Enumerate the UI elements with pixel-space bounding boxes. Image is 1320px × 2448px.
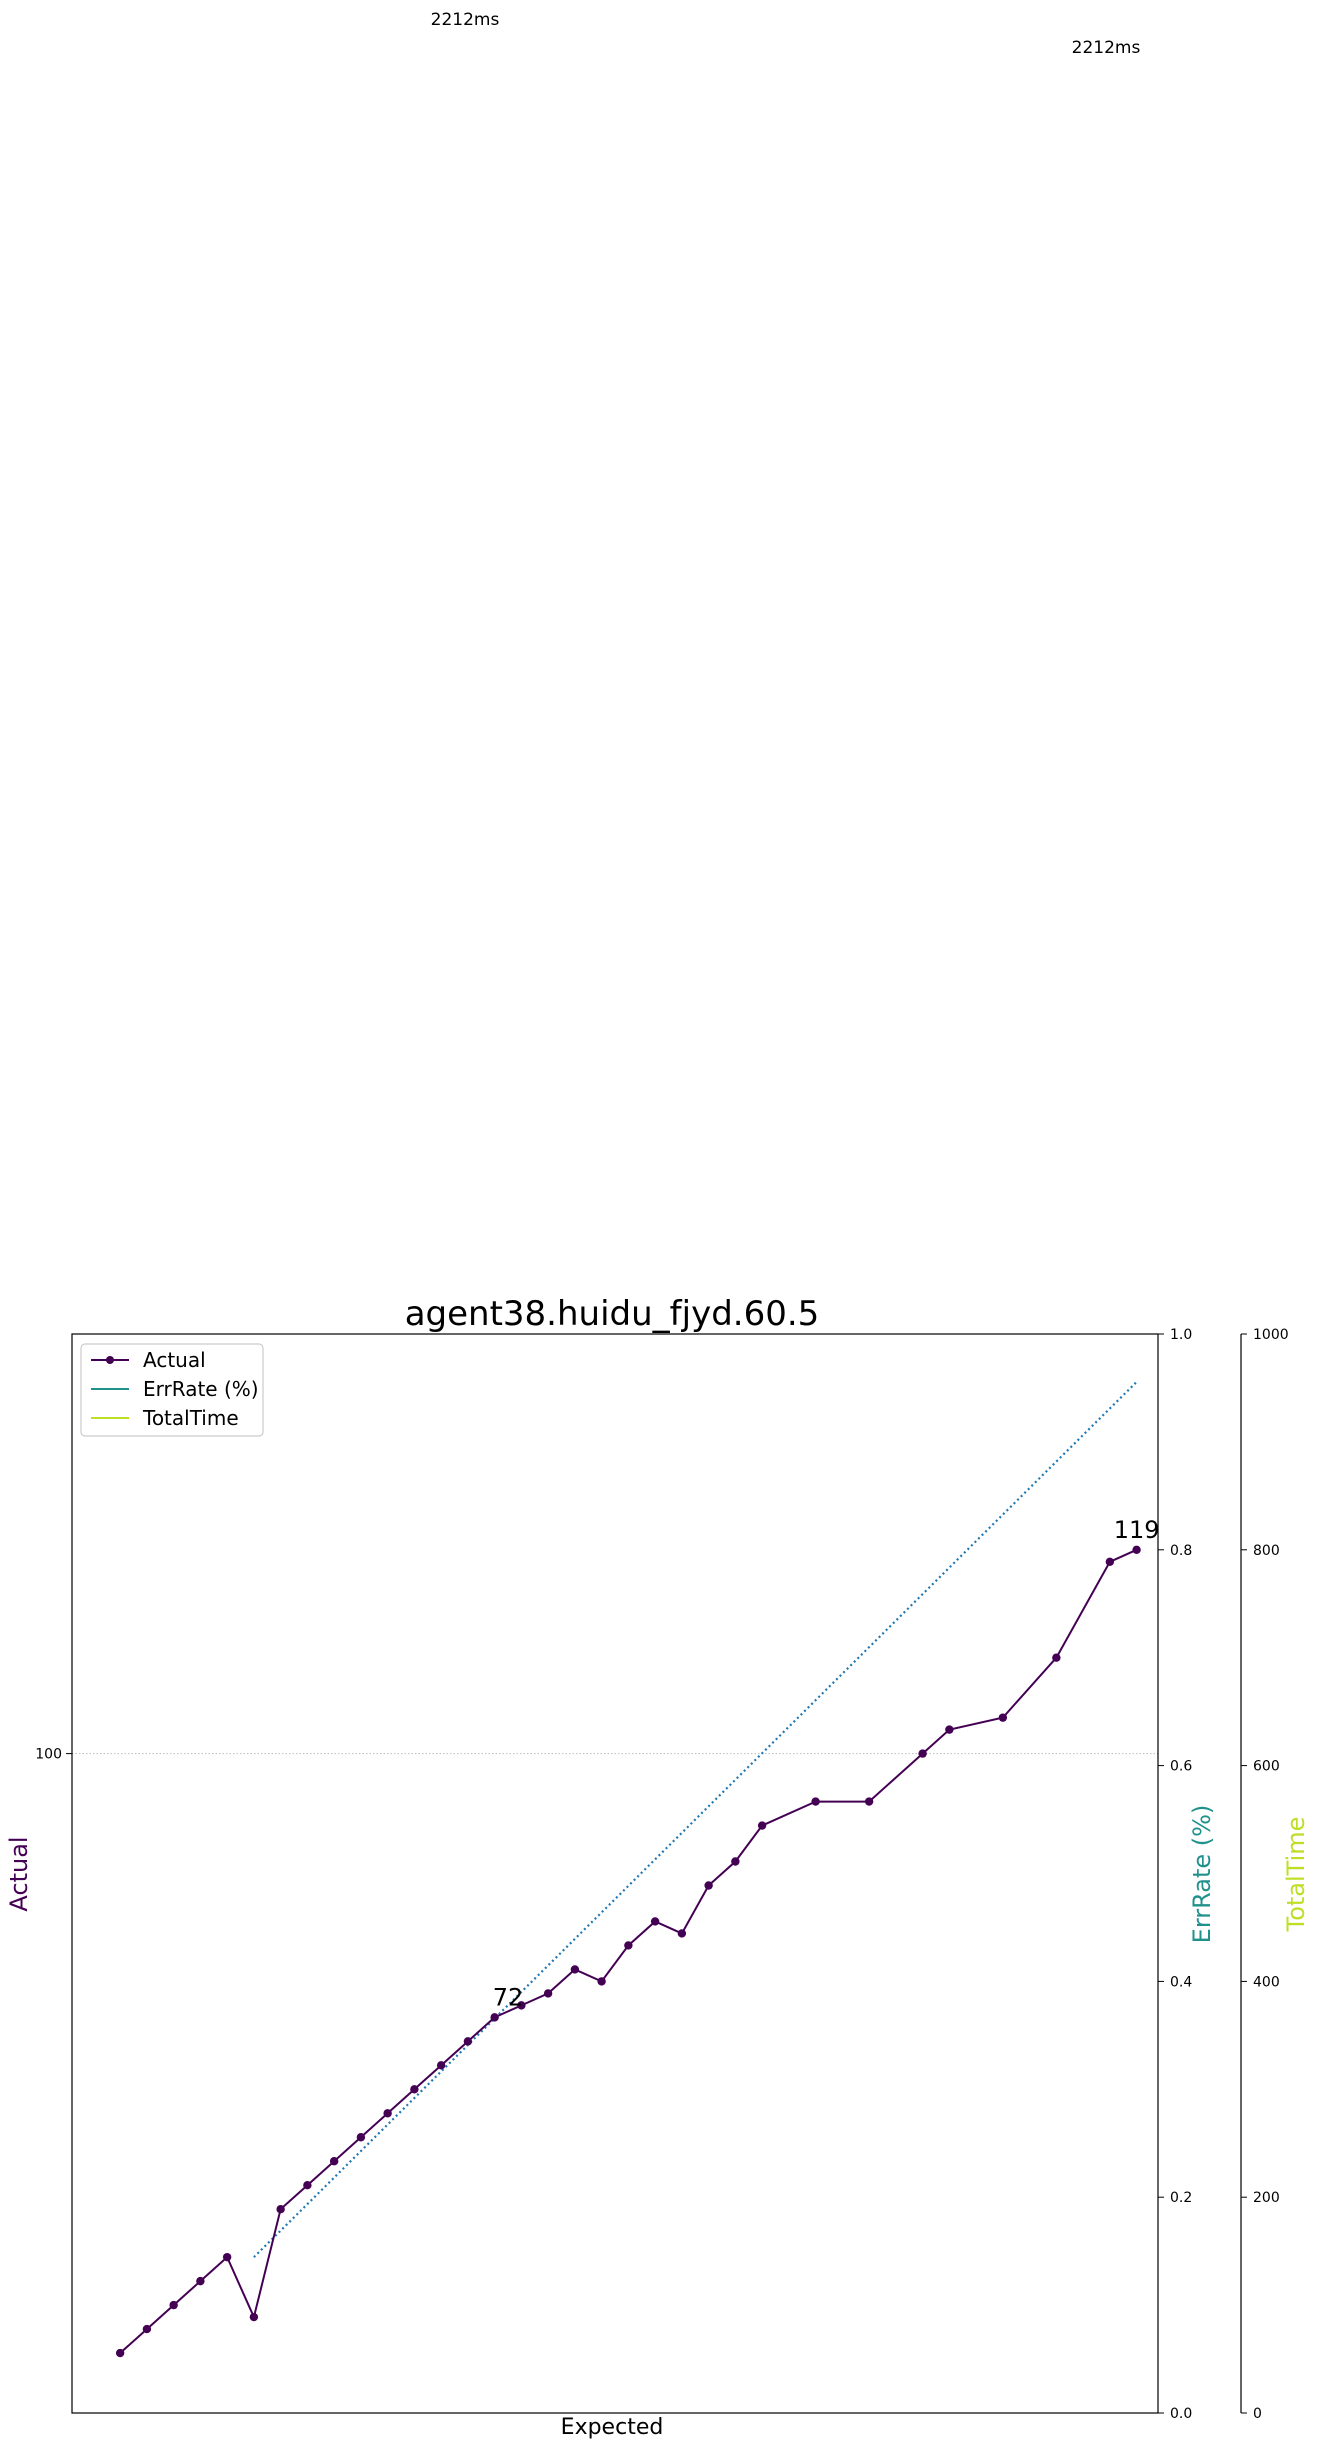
data-point-0-8 [329,2157,339,2166]
data-point-0-25 [811,1797,820,1806]
data-point-0-31 [1105,1557,1115,1566]
data-point-0-22 [704,1881,713,1890]
y-axis-label: Actual [5,1836,33,1911]
y2-tick-label-4: 0.8 [1170,1543,1192,1559]
data-point-0-24 [757,1821,767,1830]
data-point-0-10 [383,2109,392,2118]
data-point-0-16 [543,1989,553,1998]
data-point-0-17 [570,1965,580,1974]
data-point-0-2 [169,2300,178,2310]
y2-tick-label-3: 0.6 [1170,1759,1192,1775]
data-point-0-20 [650,1917,660,1926]
data-point-0-14 [490,2013,499,2022]
data-point-0-6 [276,2204,285,2214]
data-point-0-0 [115,2348,125,2358]
annotation-layer: 72 119 [493,1516,1160,2012]
legend-marker-actual [106,1356,114,1364]
y2-tick-label-5: 1.0 [1170,1327,1192,1343]
series-line-0 [119,1548,1138,2354]
data-point-0-29 [998,1713,1008,1722]
annotation-1: 119 [1114,1516,1160,1544]
data-point-0-3 [196,2276,205,2286]
x-axis-label: Expected [561,2415,664,2440]
axes-layer: 100 0.0 0.2 0.4 0.6 0.8 1.0 0 200 400 600 800 1000 [35,1327,1288,2422]
data-point-0-5 [249,2312,259,2322]
data-point-0-30 [1052,1653,1061,1662]
y3-tick-label-1: 200 [1253,2190,1280,2206]
data-point-0-27 [918,1749,927,1758]
data-point-0-11 [410,2085,419,2094]
y3-tick-label-2: 400 [1253,1974,1280,1990]
legend-label-errrate: ErrRate (%) [143,1377,259,1401]
data-point-0-9 [356,2133,366,2142]
y2-tick-label-0: 0.0 [1170,2406,1192,2422]
legend-label-actual: Actual [143,1348,206,1372]
data-point-0-32 [1132,1545,1141,1555]
legend-label-totaltime: TotalTime [142,1406,239,1430]
y2-tick-label-2: 0.4 [1170,1974,1192,1990]
floating-label-1: 2212ms [431,10,500,30]
data-point-0-13 [463,2037,473,2046]
plot-frame [71,1333,1159,2414]
data-point-0-12 [436,2061,446,2070]
data-point-0-21 [677,1929,687,1938]
y3-tick-label-5: 1000 [1253,1327,1289,1343]
y3-tick-label-4: 800 [1253,1543,1280,1559]
y3-tick-label-0: 0 [1253,2406,1262,2422]
y2-axis-label: ErrRate (%) [1188,1805,1216,1944]
floating-label-2: 2212ms [1072,38,1141,58]
annotation-0: 72 [493,1983,524,2011]
legend-box [80,1343,264,1437]
data-point-0-4 [222,2252,232,2262]
reference-line [253,1381,1138,2258]
chart-title: agent38.huidu_fjyd.60.5 [405,1294,820,1334]
data-point-0-18 [597,1977,606,1986]
data-point-0-28 [945,1725,954,1734]
data-point-0-23 [731,1857,740,1866]
data-point-0-15 [517,2001,526,2010]
y2-tick-label-1: 0.2 [1170,2190,1192,2206]
data-point-0-7 [303,2181,312,2190]
y3-tick-label-3: 600 [1253,1759,1280,1775]
legend: Actual ErrRate (%) TotalTime [80,1343,264,1437]
data-point-0-19 [624,1941,633,1950]
y-tick-label-0: 100 [35,1747,62,1763]
data-point-0-1 [142,2324,152,2334]
reference-layer [253,1381,1138,2258]
y3-axis-label: TotalTime [1282,1817,1310,1933]
data-point-0-26 [864,1797,874,1806]
series-layer [115,1545,1141,2358]
